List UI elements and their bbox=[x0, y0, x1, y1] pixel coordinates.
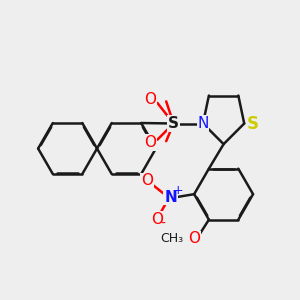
Text: N: N bbox=[197, 116, 209, 131]
Text: N: N bbox=[164, 190, 177, 205]
Text: O: O bbox=[188, 231, 200, 246]
Text: +: + bbox=[173, 184, 183, 197]
Text: S: S bbox=[168, 116, 179, 131]
Text: O: O bbox=[144, 135, 156, 150]
Text: O: O bbox=[141, 173, 153, 188]
Text: S: S bbox=[247, 115, 259, 133]
Text: CH₃: CH₃ bbox=[160, 232, 184, 245]
Text: O: O bbox=[144, 92, 156, 107]
Text: O: O bbox=[152, 212, 164, 227]
Text: -: - bbox=[161, 217, 166, 231]
